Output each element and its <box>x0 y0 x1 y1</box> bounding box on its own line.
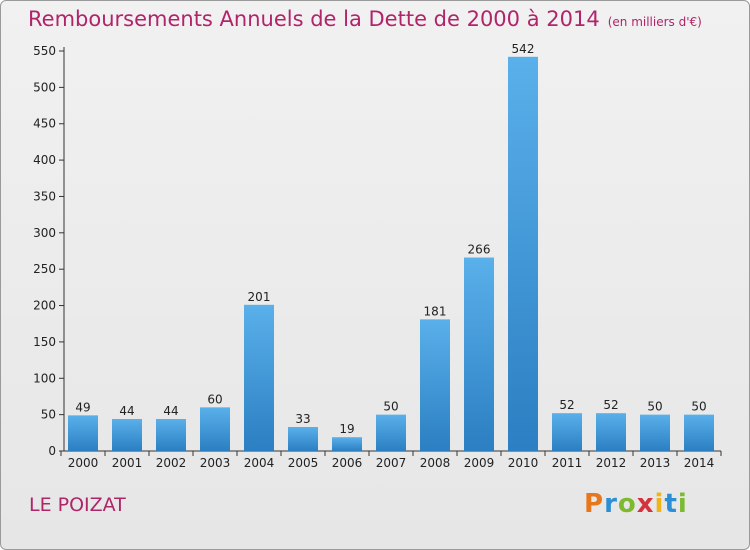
y-tick-label: 250 <box>33 262 56 276</box>
bar-value-label: 44 <box>119 404 134 418</box>
bar <box>332 437 362 451</box>
logo-letter: t <box>664 489 678 519</box>
x-tick-label: 2006 <box>332 456 363 470</box>
x-tick-label: 2008 <box>420 456 451 470</box>
bar-value-label: 542 <box>512 42 535 56</box>
bar <box>200 407 230 451</box>
bar <box>420 319 450 451</box>
bar <box>596 413 626 451</box>
y-tick-label: 150 <box>33 335 56 349</box>
bar-value-label: 52 <box>559 398 574 412</box>
x-tick-label: 2004 <box>244 456 275 470</box>
logo-letter: o <box>617 489 637 519</box>
x-tick-label: 2012 <box>596 456 627 470</box>
x-tick-label: 2001 <box>112 456 143 470</box>
bar-value-label: 60 <box>207 392 222 406</box>
bar <box>684 414 714 451</box>
y-tick-label: 50 <box>41 408 56 422</box>
chart-title: Remboursements Annuels de la Dette de 20… <box>28 7 702 31</box>
x-tick-label: 2000 <box>68 456 99 470</box>
x-tick-label: 2005 <box>288 456 319 470</box>
y-tick-label: 450 <box>33 117 56 131</box>
y-tick-label: 200 <box>33 299 56 313</box>
title-unit: (en milliers d'€) <box>607 15 702 29</box>
y-tick-label: 100 <box>33 371 56 385</box>
bar-value-label: 33 <box>295 412 310 426</box>
y-tick-label: 550 <box>33 44 56 58</box>
bar <box>288 427 318 451</box>
bar-value-label: 50 <box>647 400 662 414</box>
bar <box>508 56 538 452</box>
y-tick-label: 300 <box>33 226 56 240</box>
x-tick-label: 2010 <box>508 456 539 470</box>
proxiti-logo: Proxiti <box>584 489 688 519</box>
y-tick-label: 400 <box>33 153 56 167</box>
bar <box>68 415 98 451</box>
bar <box>464 257 494 451</box>
bar-value-label: 52 <box>603 398 618 412</box>
title-main: Remboursements Annuels de la Dette de 20… <box>28 7 600 31</box>
bar <box>244 304 274 451</box>
bar-value-label: 44 <box>163 404 178 418</box>
bar <box>552 413 582 451</box>
logo-letter: i <box>677 489 688 519</box>
bar-value-label: 50 <box>383 400 398 414</box>
bar-value-label: 201 <box>248 290 271 304</box>
y-tick-label: 0 <box>48 444 56 458</box>
logo-letter: x <box>636 489 655 519</box>
x-tick-label: 2013 <box>640 456 671 470</box>
bar-value-label: 50 <box>691 400 706 414</box>
x-tick-label: 2003 <box>200 456 231 470</box>
logo-letter: i <box>654 489 665 519</box>
logo-letter: P <box>584 489 605 519</box>
x-tick-label: 2011 <box>552 456 583 470</box>
bar-value-label: 49 <box>75 400 90 414</box>
bar <box>156 419 186 451</box>
bar-value-label: 181 <box>424 304 447 318</box>
y-tick-label: 350 <box>33 189 56 203</box>
bar <box>112 419 142 451</box>
commune-name: LE POIZAT <box>29 494 126 516</box>
logo-letter: r <box>604 489 618 519</box>
x-tick-label: 2009 <box>464 456 495 470</box>
bar-value-label: 266 <box>468 243 491 257</box>
bar-value-label: 19 <box>339 422 354 436</box>
bar <box>376 414 406 451</box>
x-tick-label: 2002 <box>156 456 187 470</box>
y-tick-label: 500 <box>33 80 56 94</box>
bar <box>640 414 670 451</box>
x-tick-label: 2014 <box>684 456 715 470</box>
x-tick-label: 2007 <box>376 456 407 470</box>
